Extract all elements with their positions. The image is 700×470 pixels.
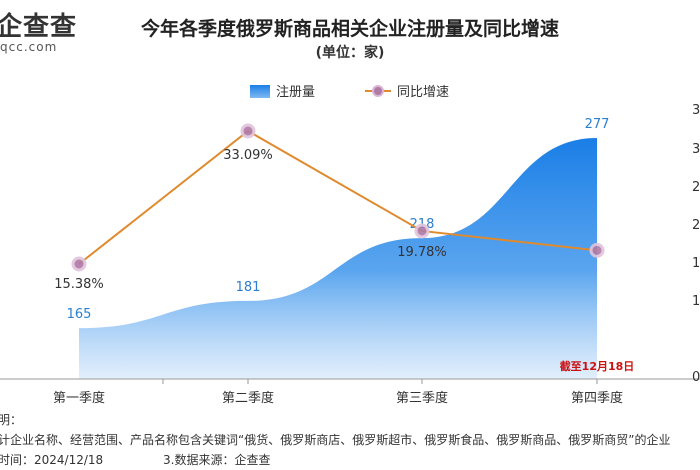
logo-subtext: qcc.com [0, 40, 58, 54]
x-tick-label: 第三季度 [396, 390, 448, 406]
growth-point [71, 256, 87, 272]
footnote-source: 3.数据来源：企查查 [163, 453, 271, 467]
y-right-tick-label: 3 [692, 103, 700, 118]
legend: 注册量 同比增速 [250, 85, 449, 100]
date-annotation: 截至12月18日 [560, 359, 635, 373]
legend-label-growth: 同比增速 [397, 85, 449, 100]
y-right-tick-label: 0 [692, 370, 700, 385]
data-label-count: 165 [67, 307, 92, 322]
growth-point [414, 223, 430, 239]
y-right-tick-label: 2 [692, 218, 700, 233]
data-label-count: 277 [585, 117, 610, 132]
legend-swatch-count [250, 85, 270, 98]
footnote-time: 时间：2024/12/18 [0, 453, 104, 467]
data-label-count: 181 [236, 280, 261, 295]
data-label-growth: 19.78% [397, 245, 447, 260]
x-tick-label: 第二季度 [222, 390, 274, 406]
legend-swatch-growth-marker [372, 85, 384, 97]
data-label-growth: 15.38% [54, 277, 104, 292]
x-tick-label: 第四季度 [571, 390, 623, 406]
legend-label-count: 注册量 [276, 85, 315, 100]
x-axis: 第一季度 第二季度 第三季度 第四季度 [0, 378, 700, 406]
footnotes: 明： 计企业名称、经营范围、产品名称包含关键词“俄货、俄罗斯商店、俄罗斯超市、俄… [0, 410, 670, 470]
y-right-tick-label: 1 [692, 294, 700, 309]
data-label-growth: 33.09% [223, 148, 273, 163]
line-series-growth [78, 129, 598, 265]
y-right-tick-label: 3 [692, 142, 700, 157]
y-right-tick-label: 1 [692, 256, 700, 271]
y-right-tick-label: 2 [692, 180, 700, 195]
plot-area: 16518121827715.38%33.09%19.78% [54, 117, 609, 379]
x-tick-label: 第一季度 [53, 390, 105, 406]
growth-point [240, 123, 256, 139]
logo: 企查查 [0, 12, 78, 42]
chart-title: 今年各季度俄罗斯商品相关企业注册量及同比增速 [140, 18, 559, 40]
growth-point [589, 242, 605, 258]
footnote-line-2: 计企业名称、经营范围、产品名称包含关键词“俄货、俄罗斯商店、俄罗斯超市、俄罗斯食… [0, 433, 671, 447]
area-series-count [79, 138, 597, 379]
footnote-line-1: 明： [0, 413, 23, 427]
y-axis-right: 3 3 2 2 1 1 0 [692, 103, 700, 385]
chart-subtitle: (单位：家) [315, 45, 385, 61]
footnote-line-3: 时间：2024/12/18 3.数据来源：企查查 [0, 450, 670, 470]
